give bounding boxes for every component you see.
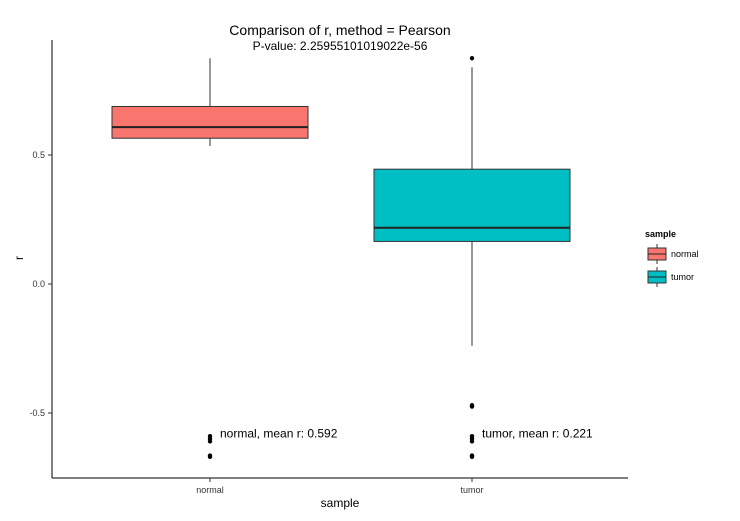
x-tick-label: tumor	[460, 485, 483, 495]
y-tick-label: -0.5	[29, 408, 45, 418]
chart-title: Comparison of r, method = Pearson	[229, 22, 450, 38]
x-tick-label: normal	[196, 485, 224, 495]
x-ticks: normal tumor	[196, 478, 484, 495]
outlier-point	[469, 439, 475, 444]
annotations-layer: normal, mean r: 0.592 tumor, mean r: 0.22…	[220, 427, 593, 441]
boxes-layer	[111, 56, 571, 460]
y-tick-label: 0.5	[32, 150, 45, 160]
outlier-point	[469, 404, 475, 409]
iqr-box	[111, 105, 309, 139]
box-normal	[111, 58, 309, 460]
legend: sample normal tumor	[645, 229, 699, 287]
iqr-box	[373, 168, 571, 242]
y-ticks: -0.5 0.0 0.5	[29, 150, 52, 418]
mean-annotation-normal: normal, mean r: 0.592	[220, 427, 338, 441]
mean-annotation-tumor: tumor, mean r: 0.221	[482, 427, 593, 441]
outlier-point	[207, 439, 213, 444]
legend-label-normal: normal	[671, 249, 699, 259]
legend-title: sample	[645, 229, 676, 239]
y-tick-label: 0.0	[32, 279, 45, 289]
outlier-point	[469, 454, 475, 460]
y-axis-label: r	[12, 256, 26, 260]
outlier-point	[207, 454, 213, 460]
legend-label-tumor: tumor	[671, 272, 694, 282]
chart-subtitle: P-value: 2.25955101019022e-56	[253, 39, 428, 53]
outlier-point	[469, 56, 475, 61]
x-axis-label: sample	[321, 496, 360, 510]
box-tumor	[373, 56, 571, 460]
